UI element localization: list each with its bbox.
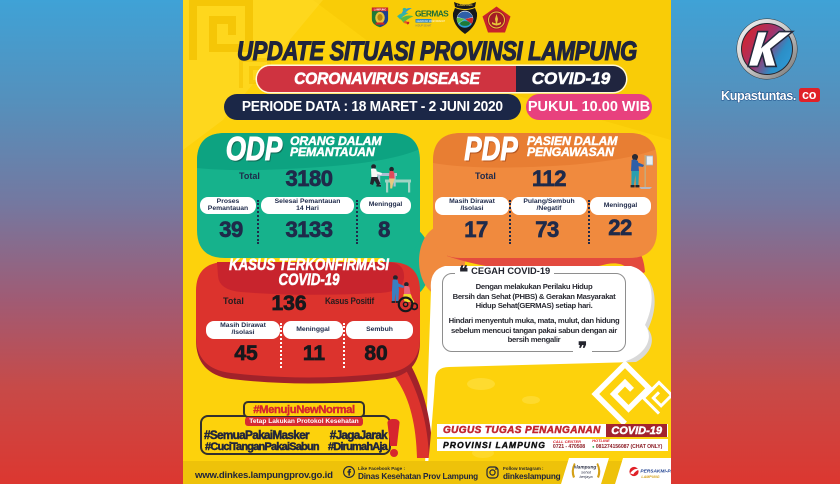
svg-text:sehat: sehat — [581, 470, 592, 475]
svg-text:co: co — [802, 88, 817, 102]
svg-text:LAMPUNG: LAMPUNG — [374, 9, 387, 12]
svg-text:LAMPUNG: LAMPUNG — [641, 475, 659, 479]
svg-text:Kupastuntas.: Kupastuntas. — [721, 89, 796, 103]
svg-text:LAMPUNG: LAMPUNG — [457, 3, 473, 7]
svg-text:GERMAS: GERMAS — [415, 9, 449, 19]
svg-text:HIDUP SEHAT: HIDUP SEHAT — [416, 25, 432, 28]
svg-text:PERSAKMI-PM: PERSAKMI-PM — [640, 469, 671, 475]
svg-text:GERAKAN MASYARAKAT: GERAKAN MASYARAKAT — [417, 20, 446, 23]
svg-text:berjaya: berjaya — [579, 474, 593, 479]
svg-text:#lampung: #lampung — [574, 465, 597, 471]
